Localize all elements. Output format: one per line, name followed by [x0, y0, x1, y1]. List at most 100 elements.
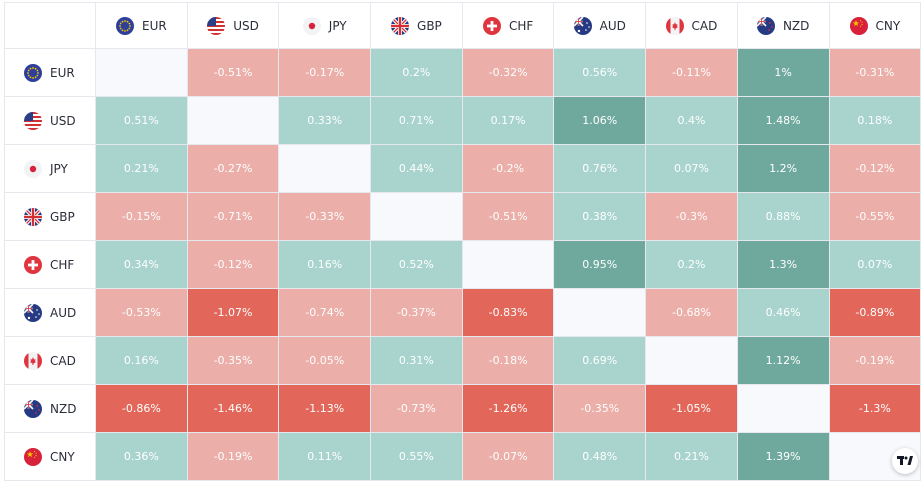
row-header-cny[interactable]: CNY: [5, 433, 96, 481]
heatmap-cell-cad-gbp[interactable]: 0.31%: [371, 337, 463, 385]
heatmap-cell-gbp-jpy[interactable]: -0.33%: [279, 193, 372, 241]
column-header-usd[interactable]: USD: [187, 3, 280, 49]
column-header-eur[interactable]: EUR: [96, 3, 188, 49]
eu-flag-icon: [24, 63, 42, 82]
column-header-label: USD: [233, 18, 259, 33]
heatmap-cell-nzd-chf[interactable]: -1.26%: [462, 385, 555, 433]
heatmap-cell-jpy-chf[interactable]: -0.2%: [462, 145, 555, 193]
row-header-aud[interactable]: AUD: [5, 289, 96, 337]
heatmap-cell-gbp-chf[interactable]: -0.51%: [462, 193, 555, 241]
heatmap-cell-cny-chf[interactable]: -0.07%: [462, 433, 555, 481]
row-header-jpy[interactable]: JPY: [5, 145, 96, 193]
heatmap-cell-usd-chf[interactable]: 0.17%: [462, 97, 555, 145]
heatmap-cell-cad-cny[interactable]: -0.19%: [829, 337, 922, 385]
heatmap-cell-gbp-cad[interactable]: -0.3%: [646, 193, 738, 241]
heatmap-cell-nzd-aud[interactable]: -0.35%: [554, 385, 647, 433]
heatmap-cell-cad-eur[interactable]: 0.16%: [96, 337, 188, 385]
heatmap-cell-gbp-cny[interactable]: -0.55%: [829, 193, 922, 241]
column-header-jpy[interactable]: JPY: [279, 3, 372, 49]
heatmap-cell-usd-eur[interactable]: 0.51%: [96, 97, 188, 145]
row-header-cad[interactable]: CAD: [5, 337, 96, 385]
heatmap-cell-cny-aud[interactable]: 0.48%: [554, 433, 647, 481]
heatmap-cell-gbp-usd[interactable]: -0.71%: [187, 193, 280, 241]
tradingview-logo-icon[interactable]: [892, 448, 918, 474]
heatmap-cell-usd-nzd[interactable]: 1.48%: [737, 97, 830, 145]
heatmap-cell-cny-eur[interactable]: 0.36%: [96, 433, 188, 481]
row-header-chf[interactable]: CHF: [5, 241, 96, 289]
heatmap-cell-eur-chf[interactable]: -0.32%: [462, 49, 555, 97]
heatmap-cell-chf-nzd[interactable]: 1.3%: [737, 241, 830, 289]
heatmap-cell-gbp-aud[interactable]: 0.38%: [554, 193, 647, 241]
column-header-cad[interactable]: CAD: [646, 3, 738, 49]
heatmap-cell-aud-cad[interactable]: -0.68%: [646, 289, 738, 337]
heatmap-cell-nzd-cny[interactable]: -1.3%: [829, 385, 922, 433]
row-header-usd[interactable]: USD: [5, 97, 96, 145]
heatmap-cell-eur-jpy[interactable]: -0.17%: [279, 49, 372, 97]
heatmap-cell-nzd-jpy[interactable]: -1.13%: [279, 385, 372, 433]
canada-flag-icon: [24, 351, 42, 370]
column-header-cny[interactable]: CNY: [829, 3, 922, 49]
heatmap-cell-eur-aud[interactable]: 0.56%: [554, 49, 647, 97]
column-header-nzd[interactable]: NZD: [737, 3, 830, 49]
heatmap-cell-jpy-gbp[interactable]: 0.44%: [371, 145, 463, 193]
heatmap-cell-jpy-cad[interactable]: 0.07%: [646, 145, 738, 193]
heatmap-cell-aud-usd[interactable]: -1.07%: [187, 289, 280, 337]
heatmap-cell-chf-gbp[interactable]: 0.52%: [371, 241, 463, 289]
heatmap-cell-nzd-eur[interactable]: -0.86%: [96, 385, 188, 433]
heatmap-cell-cad-chf[interactable]: -0.18%: [462, 337, 555, 385]
column-header-chf[interactable]: CHF: [462, 3, 555, 49]
heatmap-cell-chf-cny[interactable]: 0.07%: [829, 241, 922, 289]
heatmap-cell-jpy-cny[interactable]: -0.12%: [829, 145, 922, 193]
heatmap-cell-jpy-usd[interactable]: -0.27%: [187, 145, 280, 193]
heatmap-cell-nzd-cad[interactable]: -1.05%: [646, 385, 738, 433]
column-header-aud[interactable]: AUD: [554, 3, 647, 49]
column-header-gbp[interactable]: GBP: [371, 3, 463, 49]
heatmap-cell-aud-cny[interactable]: -0.89%: [829, 289, 922, 337]
column-header-label: CHF: [508, 18, 534, 33]
heatmap-cell-usd-cad[interactable]: 0.4%: [646, 97, 738, 145]
heatmap-cell-usd-gbp[interactable]: 0.71%: [371, 97, 463, 145]
heatmap-cell-chf-jpy[interactable]: 0.16%: [279, 241, 372, 289]
uk-flag-icon: [24, 207, 42, 226]
row-header-eur[interactable]: EUR: [5, 49, 96, 97]
heatmap-cell-cny-gbp[interactable]: 0.55%: [371, 433, 463, 481]
heatmap-cell-eur-cny[interactable]: -0.31%: [829, 49, 922, 97]
heatmap-cell-eur-usd[interactable]: -0.51%: [187, 49, 280, 97]
heatmap-cell-jpy-nzd[interactable]: 1.2%: [737, 145, 830, 193]
heatmap-cell-nzd-usd[interactable]: -1.46%: [187, 385, 280, 433]
heatmap-cell-cny-nzd[interactable]: 1.39%: [737, 433, 830, 481]
heatmap-cell-chf-usd[interactable]: -0.12%: [187, 241, 280, 289]
heatmap-cell-chf-aud[interactable]: 0.95%: [554, 241, 647, 289]
heatmap-cell-cad-nzd[interactable]: 1.12%: [737, 337, 830, 385]
heatmap-cell-gbp-gbp: [371, 193, 463, 241]
heatmap-cell-jpy-aud[interactable]: 0.76%: [554, 145, 647, 193]
eu-flag-icon: [115, 16, 134, 35]
heatmap-cell-cad-aud[interactable]: 0.69%: [554, 337, 647, 385]
heatmap-cell-cny-cad[interactable]: 0.21%: [646, 433, 738, 481]
heatmap-cell-aud-chf[interactable]: -0.83%: [462, 289, 555, 337]
heatmap-cell-aud-nzd[interactable]: 0.46%: [737, 289, 830, 337]
heatmap-cell-aud-eur[interactable]: -0.53%: [96, 289, 188, 337]
heatmap-cell-gbp-nzd[interactable]: 0.88%: [737, 193, 830, 241]
heatmap-cell-aud-jpy[interactable]: -0.74%: [279, 289, 372, 337]
column-header-label: JPY: [328, 18, 347, 33]
heatmap-cell-cad-jpy[interactable]: -0.05%: [279, 337, 372, 385]
heatmap-cell-eur-gbp[interactable]: 0.2%: [371, 49, 463, 97]
heatmap-cell-jpy-eur[interactable]: 0.21%: [96, 145, 188, 193]
heatmap-cell-chf-eur[interactable]: 0.34%: [96, 241, 188, 289]
heatmap-cell-usd-aud[interactable]: 1.06%: [554, 97, 647, 145]
heatmap-grid: EUR USD JPY GBP CHF AUD CAD NZD CNY EUR -0.51% -0.1…: [4, 2, 922, 481]
heatmap-cell-usd-jpy[interactable]: 0.33%: [279, 97, 372, 145]
heatmap-cell-gbp-eur[interactable]: -0.15%: [96, 193, 188, 241]
heatmap-cell-cny-usd[interactable]: -0.19%: [187, 433, 280, 481]
row-header-nzd[interactable]: NZD: [5, 385, 96, 433]
heatmap-cell-eur-cad[interactable]: -0.11%: [646, 49, 738, 97]
row-header-gbp[interactable]: GBP: [5, 193, 96, 241]
heatmap-cell-nzd-gbp[interactable]: -0.73%: [371, 385, 463, 433]
heatmap-cell-eur-nzd[interactable]: 1%: [737, 49, 830, 97]
heatmap-cell-usd-cny[interactable]: 0.18%: [829, 97, 922, 145]
heatmap-cell-cny-jpy[interactable]: 0.11%: [279, 433, 372, 481]
heatmap-cell-aud-gbp[interactable]: -0.37%: [371, 289, 463, 337]
heatmap-cell-chf-cad[interactable]: 0.2%: [646, 241, 738, 289]
heatmap-cell-cad-usd[interactable]: -0.35%: [187, 337, 280, 385]
